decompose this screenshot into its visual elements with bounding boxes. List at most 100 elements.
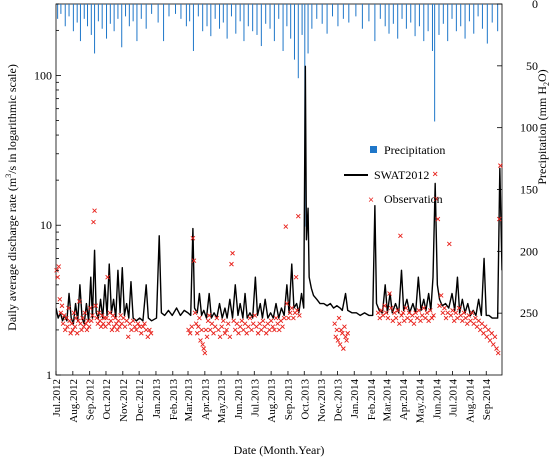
observation-point xyxy=(219,324,225,330)
observation-point xyxy=(109,327,115,333)
observation-point xyxy=(495,350,501,356)
precipitation-bar xyxy=(464,4,466,39)
observation-point xyxy=(221,318,226,324)
precipitation-bar xyxy=(397,4,399,39)
observation-point xyxy=(204,334,210,340)
swat2012-line xyxy=(56,65,502,325)
observation-point xyxy=(341,346,346,351)
precipitation-bar xyxy=(230,4,232,17)
observation-point xyxy=(398,233,403,239)
observation-point xyxy=(202,350,208,356)
observation-point xyxy=(194,330,200,336)
precipitation-bar xyxy=(451,4,453,19)
observation-point xyxy=(496,216,502,222)
precipitation-bar xyxy=(427,4,429,32)
observation-point xyxy=(214,315,220,321)
observation-point xyxy=(432,171,438,177)
observation-point xyxy=(107,310,113,316)
precipitation-bar xyxy=(175,4,177,14)
observation-point xyxy=(339,330,345,336)
observation-point xyxy=(57,297,63,302)
observation-point xyxy=(424,310,430,316)
observation-point xyxy=(453,310,459,316)
observation-point xyxy=(498,163,503,168)
observation-point xyxy=(406,310,412,316)
precipitation-bar xyxy=(128,4,130,27)
precipitation-bar xyxy=(113,4,115,32)
observation-point xyxy=(72,324,78,330)
precipitation-bar xyxy=(374,4,376,42)
x-axis-tick-label: Oct.2012 xyxy=(101,379,113,420)
observation-point xyxy=(125,334,131,340)
x-axis: Jul.2012 Aug.2012 Sep.2012 Oct.2012 Nov.2012… xyxy=(51,371,493,423)
precipitation-bar xyxy=(290,4,292,39)
x-axis-tick-label: Apr.2013 xyxy=(200,379,212,421)
observation-point xyxy=(229,261,234,267)
precipitation-bar xyxy=(125,4,127,17)
left-axis-tick-label: 1 xyxy=(46,368,52,382)
precipitation-bar xyxy=(442,4,444,24)
precipitation-bar xyxy=(423,4,425,42)
observation-point xyxy=(135,321,141,327)
precipitation-bar xyxy=(361,4,363,29)
observation-point xyxy=(442,305,447,311)
observation-point xyxy=(187,330,193,336)
precipitation-bar xyxy=(460,4,462,27)
precipitation-bar xyxy=(101,4,103,29)
observation-point xyxy=(443,315,449,321)
legend-swat2012-label: SWAT2012 xyxy=(374,168,429,182)
observation-point xyxy=(440,310,446,316)
observation-point xyxy=(294,308,300,313)
observation-point xyxy=(77,299,82,304)
observation-point xyxy=(342,324,347,330)
observation-point xyxy=(82,310,88,316)
observation-point xyxy=(481,330,486,336)
observation-point xyxy=(122,324,128,330)
observation-point xyxy=(224,327,229,333)
precipitation-bar xyxy=(348,4,350,23)
observation-point xyxy=(345,330,351,336)
precipitation-bar xyxy=(286,4,288,27)
precipitation-bar xyxy=(132,4,134,22)
observation-point xyxy=(249,327,254,333)
observation-point xyxy=(489,330,494,336)
observation-point xyxy=(416,308,422,313)
precipitation-bar xyxy=(447,4,449,42)
precipitation-bar xyxy=(260,4,262,47)
precipitation-bar xyxy=(316,4,318,19)
right-y-axis-title-part-2: O) xyxy=(535,69,549,82)
observation-point xyxy=(379,308,384,313)
precipitation-bar xyxy=(293,4,295,60)
precipitation-bar xyxy=(68,4,70,17)
observation-point xyxy=(55,274,60,280)
precipitation-bar xyxy=(60,4,62,14)
observation-point xyxy=(115,327,120,333)
observation-point xyxy=(65,324,70,330)
x-axis-tick-label: Dec.2013 xyxy=(332,379,344,422)
observation-point xyxy=(388,305,394,311)
observation-point xyxy=(445,310,450,316)
legend-observation-label: Observation xyxy=(384,192,443,206)
observation-point xyxy=(393,315,399,321)
observation-point xyxy=(197,315,202,321)
observation-point xyxy=(427,308,433,313)
observation-point xyxy=(189,324,195,330)
observation-point xyxy=(343,334,348,340)
observation-point xyxy=(280,324,285,330)
observation-point xyxy=(490,342,496,347)
precipitation-bar xyxy=(384,4,386,27)
observation-point xyxy=(56,264,62,269)
precipitation-bar xyxy=(269,4,271,29)
observation-point xyxy=(469,310,475,316)
observation-point xyxy=(297,313,302,318)
observation-point xyxy=(205,318,211,324)
x-axis-tick-label: Nov.2012 xyxy=(118,379,130,422)
precipitation-bar xyxy=(157,4,159,23)
precipitation-bar xyxy=(206,4,208,27)
observation-point xyxy=(142,321,147,327)
observation-point xyxy=(397,321,402,327)
observation-point xyxy=(403,305,409,311)
left-y-axis: 1 10 100 xyxy=(34,3,61,382)
observation-point xyxy=(68,330,73,336)
left-y-axis-title-part-2: /s in logarithmic scale) xyxy=(5,64,19,174)
